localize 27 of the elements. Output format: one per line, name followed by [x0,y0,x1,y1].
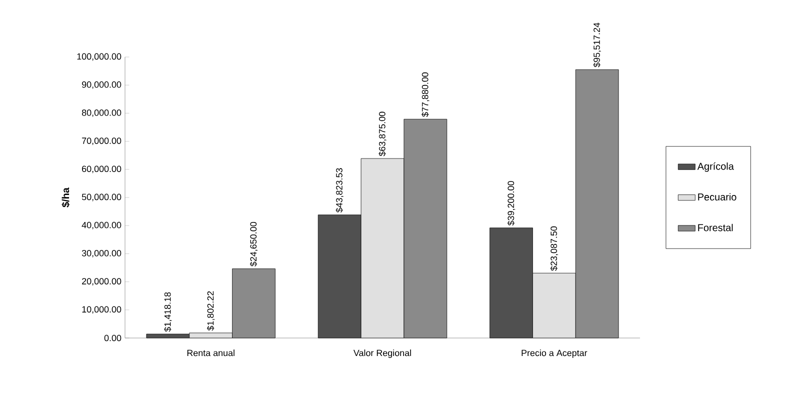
y-tick-label: 90,000.00 [82,81,122,89]
data-label: $95,517.24 [593,22,601,68]
legend-label: Forestal [698,224,733,232]
data-label: $77,880.00 [422,72,430,117]
x-tick-label: Renta anual [187,350,234,356]
y-tick-label: 70,000.00 [82,138,122,145]
data-label: $23,087.50 [550,226,558,271]
x-tick-label: Valor Regional [353,350,411,358]
data-label: $24,650.00 [250,222,258,266]
data-label: $1,418.18 [164,292,172,332]
data-label: $39,200.00 [507,181,516,226]
data-label: $63,875.00 [378,112,386,156]
y-tick-label: 20,000.00 [82,278,122,286]
x-tick-label: Precio a Aceptar [522,350,588,358]
y-tick-label: 10,000.00 [82,306,122,314]
y-tick-label: 80,000.00 [82,109,122,117]
y-axis-title: $/ha [62,187,70,208]
data-label: $43,823.53 [336,168,344,213]
y-tick-label: 100,000.00 [77,53,122,61]
y-tick-label: 0.00 [104,334,122,342]
y-tick-label: 30,000.00 [82,250,122,258]
y-tick-label: 40,000.00 [82,222,122,230]
y-tick-label: 60,000.00 [82,166,122,174]
y-tick-label: 50,000.00 [82,194,122,202]
legend-label: Pecuario [698,193,736,201]
data-label: $1,802.22 [206,291,215,331]
legend-label: Agrícola [697,162,734,172]
